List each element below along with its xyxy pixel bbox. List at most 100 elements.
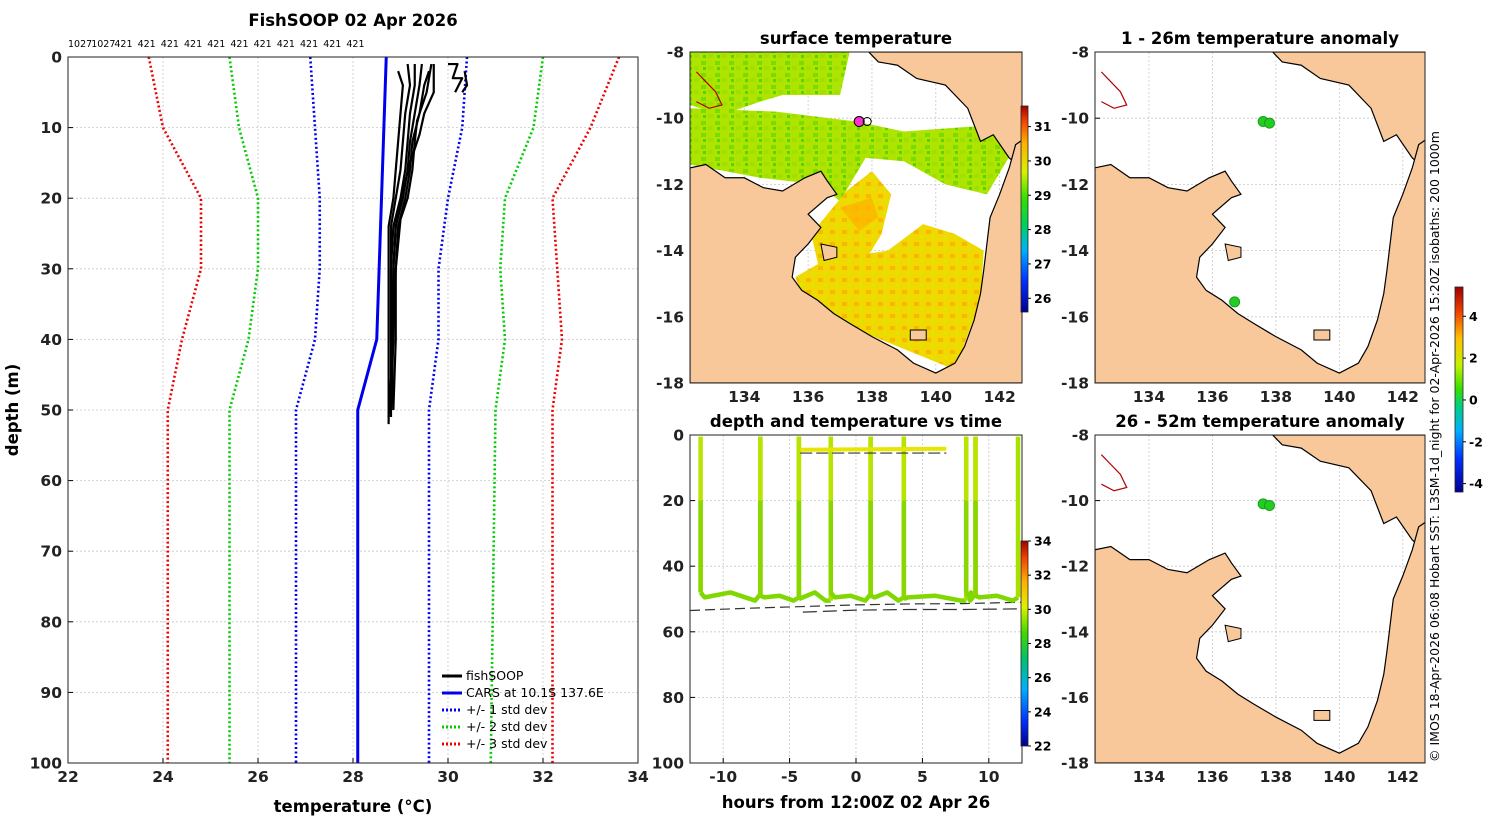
x-tick-label: 140 [1323,768,1356,786]
colorbar-tick-label: 28 [1034,222,1051,237]
land-northern-australia [1095,139,1425,383]
anomaly-point [1229,296,1241,308]
land-mornington-island [1313,710,1331,721]
isobath-line [1100,71,1128,109]
sst-colorbar: 26 27 28 29 30 31 [1020,105,1052,313]
y-tick-label: 30 [40,260,62,278]
x-tick-label: 134 [1133,388,1166,406]
panel-title: depth and temperature vs time [710,412,1002,431]
top-label: 421 [300,39,318,50]
sst-warm-patch [840,197,879,231]
top-label: 421 [230,39,248,50]
colorbar-tick-label: 26 [1034,291,1052,306]
profile-panel: 22 24 26 28 30 32 34 0 10 20 30 40 50 60 70 80 90 100 Fish… [3,11,649,816]
anomaly-point [1264,500,1276,512]
y-tick-label: 50 [40,402,62,420]
x-tick-label: 32 [532,768,554,786]
series-line [356,57,388,763]
timeseries-x-label: hours from 12:00Z 02 Apr 26 [722,793,990,812]
y-tick-label: -16 [1061,689,1089,707]
land-mornington-island [1313,329,1331,341]
panel-title: 26 - 52m temperature anomaly [1115,412,1405,431]
colorbar-tick-label: 31 [1034,119,1051,134]
anomaly-1-26m-panel: 134 136 138 140 142 -8 -10 -12 -14 -16 -18 1 - 26m … [1061,29,1426,406]
y-tick-label: 100 [652,755,685,773]
trawl-bottom [759,593,801,603]
y-tick-label: 0 [51,49,62,67]
top-label: 421 [346,39,364,50]
colorbar-tick-label: 34 [1034,534,1052,549]
colorbar-tick-label: 26 [1034,670,1052,685]
colorbar-tick-label: 22 [1034,739,1051,754]
series-line [427,57,469,763]
land-new-guinea [1271,52,1425,170]
colorbar-tick-label: -2 [1469,434,1483,449]
top-label: 1027 [68,39,92,50]
land-groote-eylandt [820,243,838,262]
fishsoop-profile [389,64,416,411]
series-line [147,57,203,763]
panel-title: surface temperature [760,29,952,48]
map-content [690,52,1022,383]
sst-field-north [690,52,850,115]
land-new-guinea [867,52,1022,170]
top-label: 421 [184,39,202,50]
x-tick-label: 134 [728,388,761,406]
y-tick-label: 20 [40,190,62,208]
y-tick-label: 10 [40,119,62,137]
isobath-line [1100,454,1128,492]
top-label: 421 [254,39,272,50]
y-tick-label: -12 [1061,558,1089,576]
timeseries-content [690,436,1022,613]
anomaly-colorbar: -4 -2 0 2 4 [1454,286,1483,493]
y-tick-label: -18 [1061,375,1089,393]
series-line [489,57,545,763]
y-tick-label: 40 [662,558,684,576]
axes-frame [1094,51,1426,384]
x-tick-label: 26 [247,768,269,786]
surface-segment [800,446,947,452]
top-label: 421 [161,39,179,50]
sst-field-central [690,108,1013,201]
colorbar-gradient [1020,105,1029,313]
y-tick-label: 100 [30,755,63,773]
land-northern-australia [1095,521,1425,763]
isobath-line [695,71,723,109]
bottom-depth-line [690,601,1022,612]
fishsoop-profile [448,62,464,93]
colorbar-gradient [1020,540,1029,747]
y-tick-label: -8 [1072,427,1089,445]
profile-title: FishSOOP 02 Apr 2026 [248,11,457,30]
colorbar-tick-label: -4 [1469,476,1483,491]
top-label: 421 [138,39,156,50]
colorbar-tick-label: 29 [1034,188,1051,203]
colorbar-tick-label: 2 [1469,351,1478,366]
top-label: 421 [323,39,341,50]
x-tick-label: 142 [1387,388,1419,406]
land-mornington-island [909,329,927,341]
x-tick-label: 138 [1260,388,1292,406]
trawl-bottom [798,590,831,603]
y-tick-label: -8 [667,44,684,62]
colorbar-tick-label: 0 [1469,392,1478,407]
y-tick-label: -18 [656,375,684,393]
y-tick-label: -16 [1061,308,1089,326]
y-tick-label: -14 [1061,242,1089,260]
x-tick-label: 142 [1387,768,1419,786]
credit-text: © IMOS 18-Apr-2026 06:08 Hobart SST: L3S… [1427,131,1442,762]
trawl-bottom [869,590,905,603]
trawl-location-marker-2 [862,117,872,127]
y-tick-label: -10 [656,110,684,128]
panel-title: 1 - 26m temperature anomaly [1121,29,1399,48]
x-tick-label: 138 [1260,768,1292,786]
colorbar-tick-label: 32 [1034,568,1051,583]
land-groote-eylandt [1224,624,1242,643]
sst-field-south [795,224,984,370]
y-tick-label: 0 [673,427,684,445]
x-tick-label: 0 [851,768,862,786]
legend-fishsoop-label: fishSOOP [466,668,524,683]
bottom-depth-line-2 [802,608,1022,613]
fishsoop-profile [392,70,431,411]
y-tick-label: -14 [656,242,684,260]
